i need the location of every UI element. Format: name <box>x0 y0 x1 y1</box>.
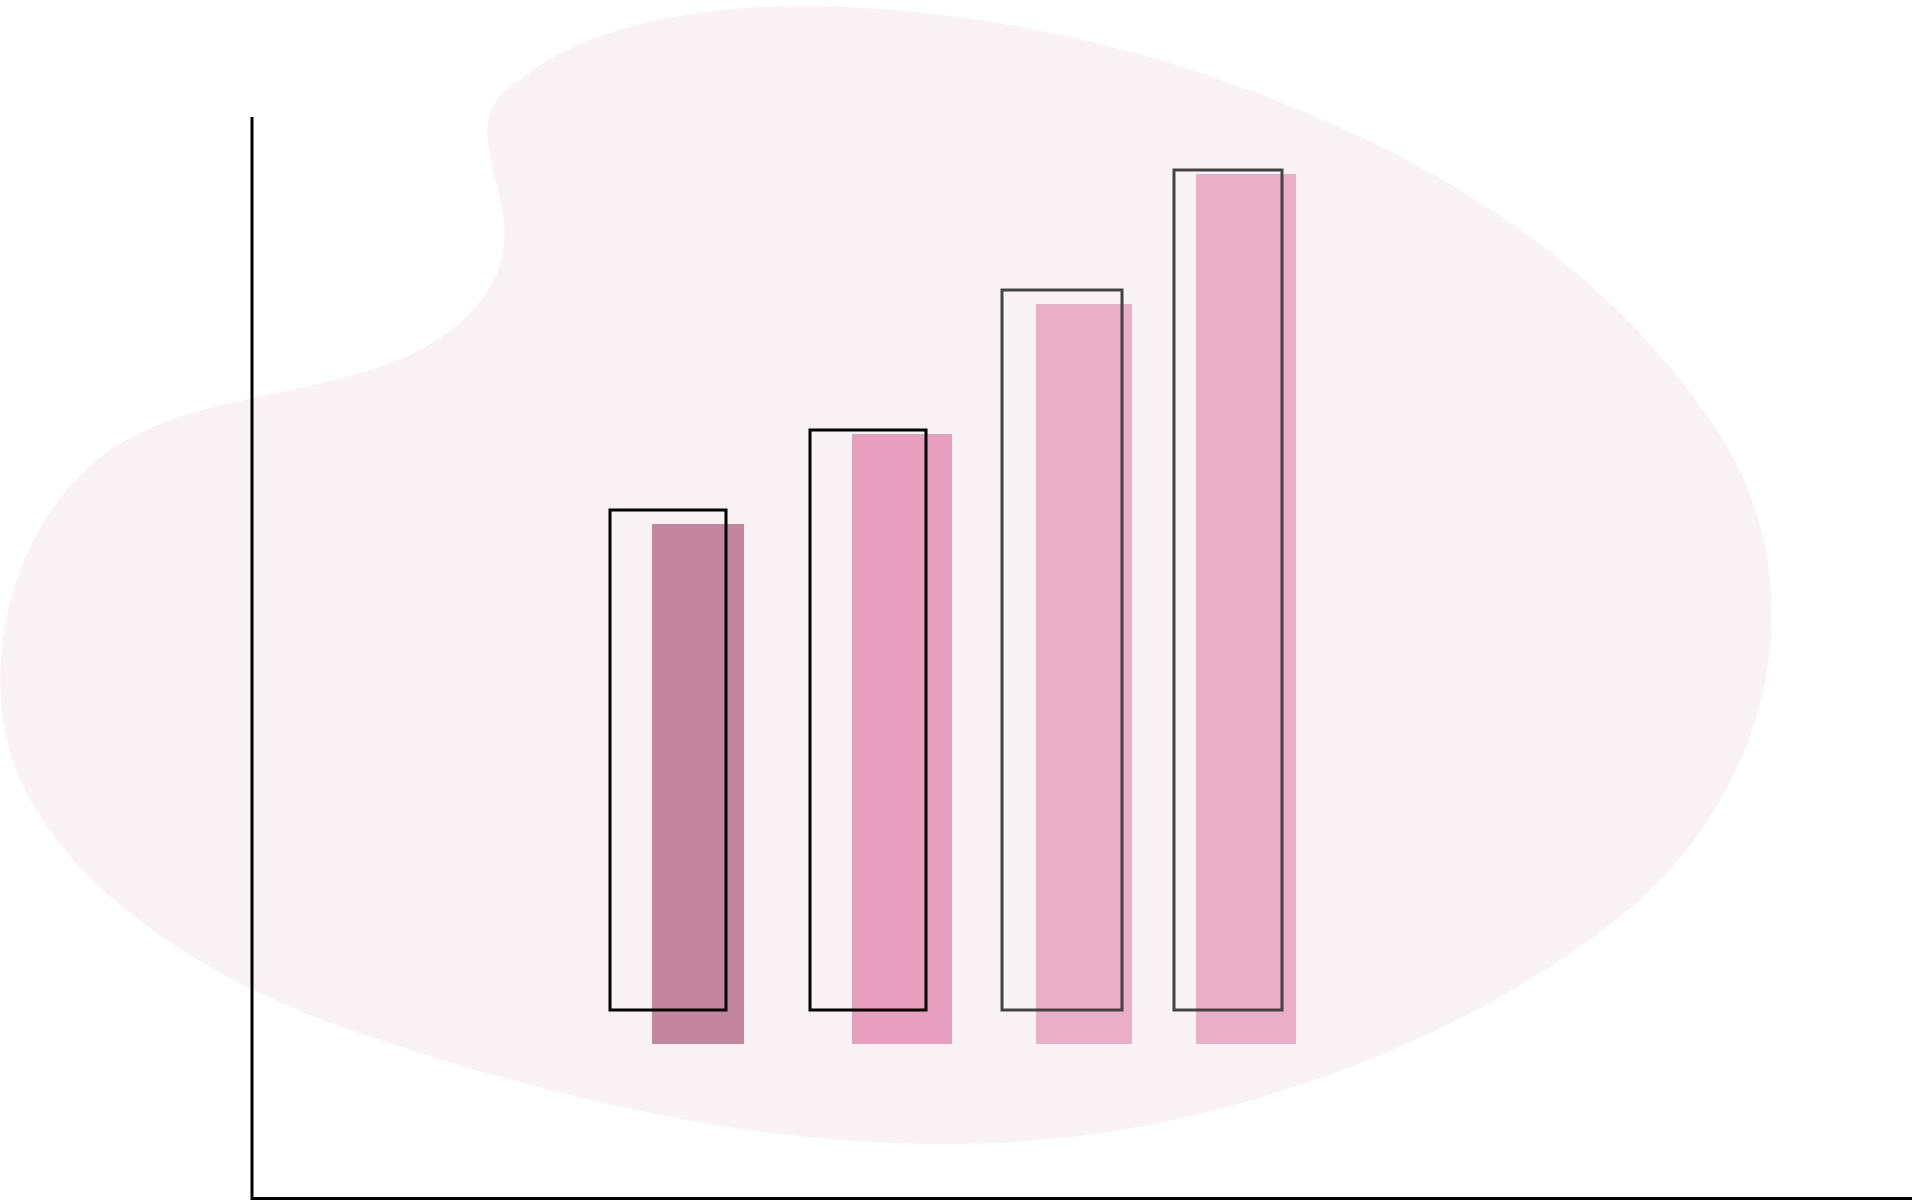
outline-bar-1 <box>608 508 728 1012</box>
filled-bars <box>652 174 1296 1044</box>
filled-bar-3 <box>1036 304 1132 1044</box>
outline-bars <box>608 168 1284 1012</box>
filled-bar-2 <box>852 434 952 1044</box>
outline-bar-2 <box>808 428 928 1012</box>
outline-bar-3 <box>1000 288 1124 1012</box>
filled-bar-1 <box>652 524 744 1044</box>
outline-bar-4 <box>1172 168 1284 1012</box>
filled-bar-4 <box>1196 174 1296 1044</box>
